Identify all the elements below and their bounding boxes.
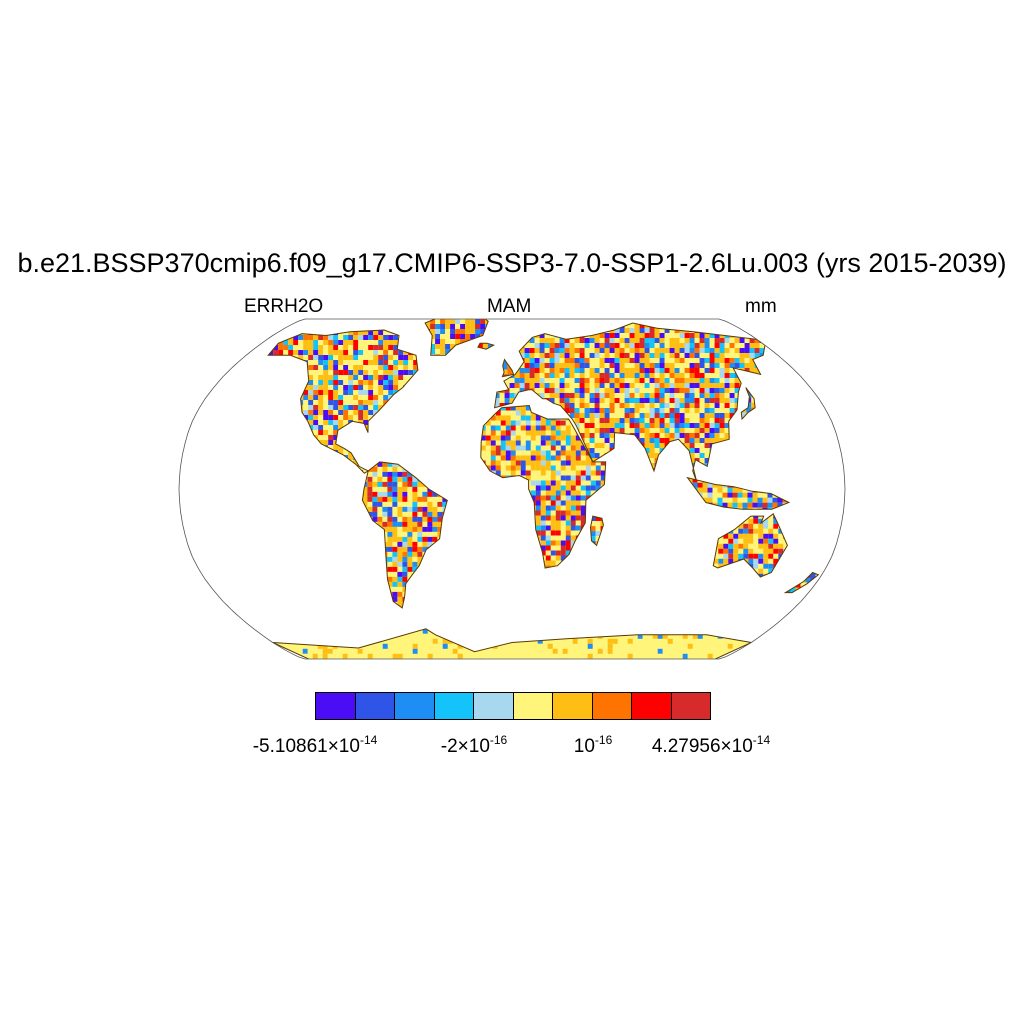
colorbar: [315, 692, 711, 720]
coastline-iceland: [477, 342, 496, 350]
coastline-antarctica: [272, 628, 753, 659]
coastline-eurasia: [493, 322, 766, 483]
colorbar-box-6: [513, 693, 553, 719]
coastline-new-zealand: [783, 571, 820, 594]
colorbar-box-1: [316, 693, 356, 719]
colorbar-box-2: [355, 693, 395, 719]
units-label: mm: [745, 296, 777, 317]
colorbar-box-9: [632, 693, 672, 719]
colorbar-label-min: -5.10861×10-14: [252, 733, 378, 757]
coastline-indonesia: [686, 476, 791, 510]
variable-name: ERRH2O: [244, 296, 324, 317]
colorbar-label-max: 4.27956×10-14: [651, 733, 771, 757]
land-australia: [713, 513, 788, 577]
colorbar-label-neg: -2×10-16: [440, 733, 508, 757]
season-label: MAM: [487, 296, 532, 317]
map-boundary: [178, 318, 846, 660]
colorbar-box-8: [592, 693, 632, 719]
colorbar-box-7: [553, 693, 593, 719]
coastline-australia: [712, 513, 788, 578]
plot-title: b.e21.BSSP370cmip6.f09_g17.CMIP6-SSP3-7.…: [17, 248, 1007, 278]
colorbar-box-4: [434, 693, 474, 719]
land-antarctica: [272, 628, 752, 659]
coastline-madagascar: [589, 515, 604, 547]
land-new-zealand: [785, 572, 819, 593]
coastline-africa: [480, 404, 607, 569]
coastline-japan: [740, 387, 756, 421]
coastline-greenland: [424, 319, 489, 356]
coastline-south-america: [361, 461, 448, 609]
colorbar-label-pos: 10-16: [573, 733, 613, 757]
colorbar-box-5: [474, 693, 514, 719]
coastline-north-america: [267, 329, 419, 474]
land-north-america: [268, 330, 418, 474]
coastline-uk: [501, 358, 515, 378]
colorbar-box-10: [671, 693, 710, 719]
colorbar-box-3: [395, 693, 435, 719]
